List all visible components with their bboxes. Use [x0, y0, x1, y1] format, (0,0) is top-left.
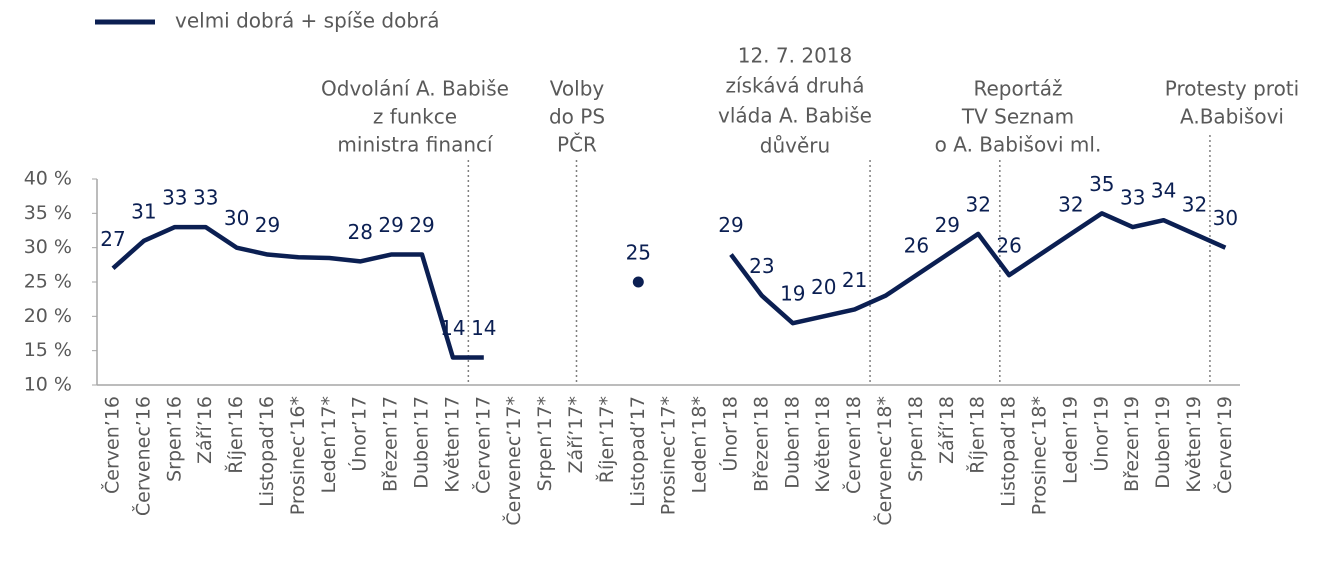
x-tick-label: Duben’18	[781, 396, 803, 489]
event-label: TV Seznam	[961, 105, 1074, 129]
x-tick-label: Prosinec’16*	[287, 396, 309, 515]
data-label: 29	[378, 213, 403, 237]
data-label: 35	[1089, 172, 1114, 196]
x-tick-label: Září’16	[194, 396, 216, 464]
event-label: ministra financí	[337, 133, 494, 157]
y-tick-label: 40 %	[24, 168, 72, 190]
data-label: 30	[224, 206, 249, 230]
x-tick-label: Červen’18	[841, 396, 865, 494]
data-label: 19	[780, 282, 805, 306]
x-tick-label: Únor’17	[347, 396, 371, 472]
data-label: 29	[255, 213, 280, 237]
x-tick-label: Červenec’16	[130, 396, 154, 516]
x-tick-label: Březen’18	[750, 396, 772, 492]
data-label: 33	[162, 186, 187, 210]
x-tick-label: Listopad’16	[256, 396, 278, 507]
event-label: z funkce	[373, 105, 457, 129]
x-tick-label: Prosinec’17*	[658, 396, 680, 515]
event-label: PČR	[557, 133, 597, 157]
x-tick-label: Srpen’17*	[534, 396, 556, 491]
x-tick-label: Duben’19	[1152, 396, 1174, 489]
event-label: A.Babišovi	[1180, 105, 1284, 129]
x-tick-label: Leden’18*	[689, 396, 711, 493]
x-tick-label: Březen’17	[380, 396, 402, 492]
x-tick-label: Červen’16	[100, 396, 124, 494]
event-label: Volby	[550, 77, 605, 101]
point	[632, 276, 644, 288]
x-tick-label: Srpen’18	[905, 396, 927, 482]
y-tick-label: 15 %	[24, 339, 72, 361]
data-label: 34	[1151, 179, 1176, 203]
data-label: 25	[626, 241, 651, 265]
x-tick-label: Únor’18	[718, 396, 742, 472]
data-label: 28	[347, 220, 372, 244]
x-tick-label: Září’18	[936, 396, 958, 464]
x-tick-label: Leden’19	[1059, 396, 1081, 484]
x-tick-label: Prosinec’18*	[1029, 396, 1051, 515]
x-tick-label: Leden’17*	[318, 396, 340, 493]
data-label: 26	[904, 234, 929, 258]
x-tick-label: Květen’19	[1183, 396, 1205, 493]
x-tick-label: Srpen’16	[163, 396, 185, 482]
data-label: 27	[100, 227, 125, 251]
x-tick-label: Říjen’17*	[595, 396, 618, 483]
x-tick-label: Květen’18	[812, 396, 834, 493]
event-label: vláda A. Babiše	[718, 104, 872, 128]
x-tick-label: Červenec’18*	[872, 396, 896, 526]
legend-label: velmi dobrá + spíše dobrá	[175, 9, 440, 33]
event-label: důvěru	[760, 134, 830, 158]
data-label: 14	[440, 316, 465, 340]
x-tick-label: Duben’17	[411, 396, 433, 489]
x-tick-label: Říjen’18	[966, 396, 989, 474]
data-label: 33	[193, 186, 218, 210]
y-tick-label: 35 %	[24, 202, 72, 224]
y-tick-label: 30 %	[24, 236, 72, 258]
x-tick-label: Březen’19	[1121, 396, 1143, 492]
data-label: 26	[996, 234, 1021, 258]
x-tick-label: Červenec’17*	[501, 396, 525, 526]
event-label: o A. Babišovi ml.	[935, 133, 1102, 157]
event-label: 12. 7. 2018	[738, 44, 853, 68]
event-label: získává druhá	[726, 74, 865, 98]
event-label: do PS	[549, 105, 605, 129]
event-label: Reportáž	[973, 77, 1062, 101]
data-label: 33	[1120, 186, 1145, 210]
x-tick-label: Září’17*	[565, 396, 587, 473]
x-tick-label: Květen’17	[441, 396, 463, 493]
y-tick-label: 20 %	[24, 305, 72, 327]
x-tick-label: Červen’19	[1212, 396, 1236, 494]
line	[729, 211, 1227, 326]
data-label: 23	[749, 254, 774, 278]
x-tick-label: Červen’17	[470, 396, 494, 494]
data-label: 30	[1213, 206, 1238, 230]
data-label: 32	[1058, 192, 1083, 216]
data-label: 29	[935, 213, 960, 237]
data-label: 21	[842, 268, 867, 292]
event-label: Odvolání A. Babiše	[321, 77, 509, 101]
y-tick-label: 25 %	[24, 271, 72, 293]
y-tick-label: 10 %	[24, 374, 72, 396]
data-label: 29	[409, 213, 434, 237]
data-label: 14	[471, 316, 496, 340]
x-tick-label: Únor’19	[1088, 396, 1112, 472]
event-label: Protesty proti	[1165, 77, 1299, 101]
line	[111, 224, 484, 360]
x-tick-label: Říjen’16	[224, 396, 247, 474]
data-label: 20	[811, 275, 836, 299]
data-label: 29	[718, 213, 743, 237]
data-label: 32	[965, 192, 990, 216]
x-tick-label: Listopad’18	[998, 396, 1020, 507]
data-label: 31	[131, 199, 156, 223]
data-label: 32	[1182, 192, 1207, 216]
x-tick-label: Listopad’17	[627, 396, 649, 507]
